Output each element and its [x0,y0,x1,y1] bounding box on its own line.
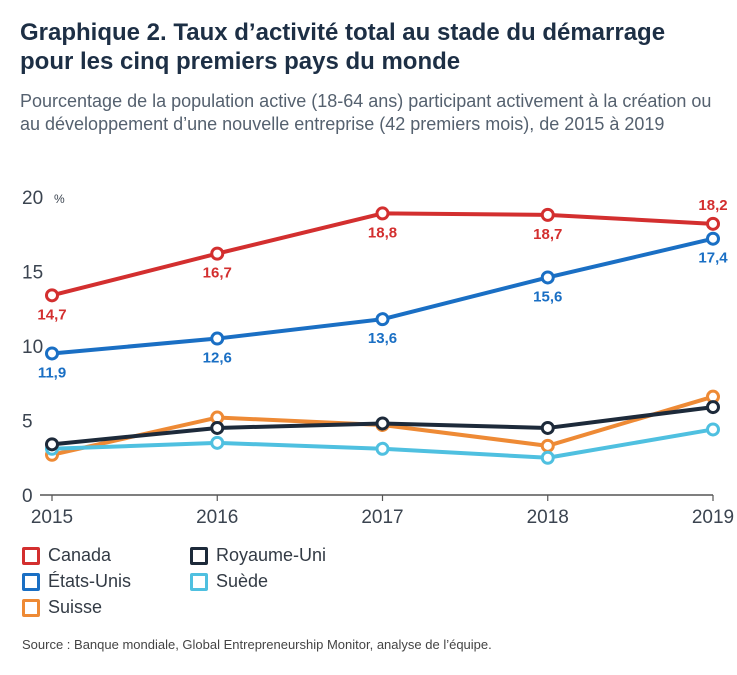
legend-item-suede: Suède [190,571,268,592]
data-point-suede [375,441,390,456]
data-label-canada: 16,7 [203,265,232,282]
legend-swatch-suede [190,572,208,591]
chart-subtitle: Pourcentage de la population active (18-… [20,91,712,134]
legend-swatch-etats-unis [22,572,40,591]
data-point-canada [210,246,225,261]
data-point-canada [45,288,59,303]
source-note: Source : Banque mondiale, Global Entrepr… [22,637,492,652]
data-label-etats-unis: 12,6 [203,350,232,367]
data-label-etats-unis: 13,6 [368,330,397,347]
data-point-etats-unis [540,270,555,285]
y-tick-label: 10 [22,337,43,358]
data-point-royaume-uni [540,420,555,435]
legend-label-suede: Suède [216,571,269,591]
legend-item-canada: Canada [22,545,111,566]
legend-label-etats-unis: États-Unis [48,571,132,591]
data-point-etats-unis [375,312,390,327]
legend-swatch-royaume-uni [190,546,208,565]
data-point-royaume-uni [706,400,720,415]
data-label-canada: 18,8 [368,224,397,241]
data-point-canada [375,206,390,221]
data-point-canada [706,216,720,231]
legend-item-etats-unis: États-Unis [22,571,131,592]
data-point-etats-unis [706,231,720,246]
data-point-suede [210,435,225,450]
data-point-suede [540,450,555,465]
data-label-etats-unis: 11,9 [38,364,66,381]
line-chart: 2015 2016 2017 2018 2019 0 5 10 15 20 % 11,9 12,6 13,… [22,188,734,528]
data-label-etats-unis: 17,4 [698,250,728,267]
legend-item-royaume-uni: Royaume-Uni [190,545,326,566]
legend-item-suisse: Suisse [22,597,102,618]
data-label-canada: 18,7 [533,226,562,243]
x-tick-label: 2017 [361,507,403,528]
legend: Canada Royaume-Uni États-Unis Suède Suis… [22,545,402,625]
data-point-suisse [540,438,555,453]
y-tick-label: 15 [22,263,43,284]
legend-swatch-suisse [22,598,40,617]
data-point-suede [706,422,720,437]
data-point-canada [540,207,555,222]
x-tick-label: 2015 [31,507,73,528]
legend-label-royaume-uni: Royaume-Uni [216,545,327,565]
legend-label-suisse: Suisse [48,597,103,617]
data-point-royaume-uni [210,420,225,435]
y-tick-label: 20 [22,188,43,209]
x-tick-label: 2016 [196,507,238,528]
data-point-etats-unis [210,331,225,346]
y-tick-label: 0 [22,486,33,507]
data-label-etats-unis: 15,6 [533,288,562,305]
legend-swatch-canada [22,546,40,565]
chart-title: Graphique 2. Taux d’activité total au st… [20,19,666,75]
legend-label-canada: Canada [48,545,112,565]
data-label-canada: 18,2 [698,197,727,214]
data-point-royaume-uni [375,416,390,431]
data-point-royaume-uni [45,437,59,452]
x-tick-label: 2019 [692,507,734,528]
y-unit-label: % [54,192,65,206]
y-tick-label: 5 [22,412,33,433]
x-tick-label: 2018 [527,507,569,528]
data-label-canada: 14,7 [37,306,66,323]
data-point-etats-unis [45,346,59,361]
